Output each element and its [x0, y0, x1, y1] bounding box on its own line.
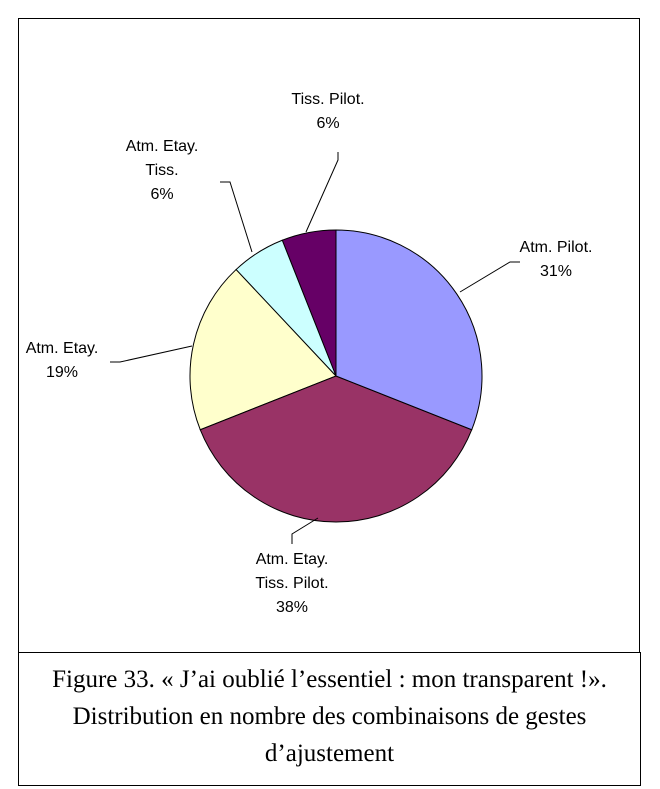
leader-line — [110, 345, 193, 363]
leader-line — [305, 152, 339, 233]
leader-lines — [110, 152, 520, 544]
value-label: 38% — [275, 599, 309, 616]
slice-label: Atm. Etay. Tiss. Pilot. 38% — [240, 548, 344, 620]
slice-label: Tiss. Pilot. 6% — [276, 88, 380, 136]
value-label: 6% — [150, 186, 174, 203]
pie-slice — [335, 229, 483, 431]
slice-label: Atm. Etay. 19% — [10, 337, 114, 385]
value-label: 6% — [316, 115, 340, 132]
category-label: Atm. Etay. — [25, 340, 99, 357]
category-label: Atm. Pilot. — [519, 239, 593, 256]
value-label: 19% — [45, 364, 79, 381]
leader-line — [459, 261, 520, 293]
caption: Figure 33. « J’ai oublié l’essentiel : m… — [18, 652, 641, 786]
value-label: 31% — [539, 263, 573, 280]
pie-slice — [189, 268, 337, 431]
slice-label: Atm. Etay. Tiss. 6% — [110, 135, 214, 207]
category-label: Tiss. Pilot. — [291, 91, 365, 108]
pie-slice — [199, 375, 473, 523]
leader-line — [220, 181, 253, 253]
leader-line — [291, 517, 319, 544]
category-label: Atm. Etay. Tiss. Pilot. — [255, 551, 329, 592]
category-label: Atm. Etay. Tiss. — [125, 138, 199, 179]
slice-label: Atm. Pilot. 31% — [504, 236, 608, 284]
